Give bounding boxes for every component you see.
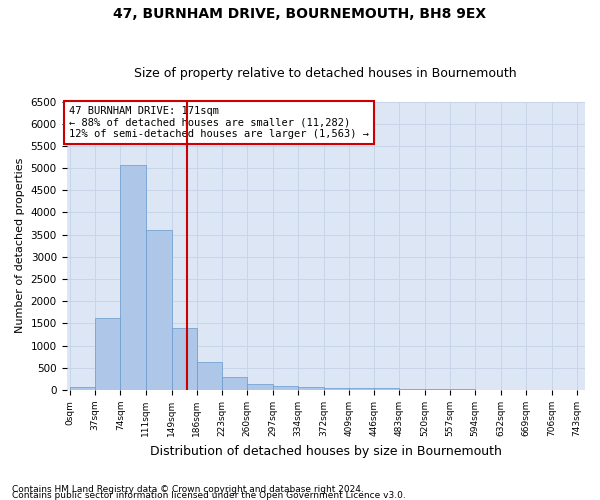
Bar [70, 386, 95, 390]
Bar [324, 388, 349, 390]
Text: 47 BURNHAM DRIVE: 171sqm
← 88% of detached houses are smaller (11,282)
12% of se: 47 BURNHAM DRIVE: 171sqm ← 88% of detach… [69, 106, 369, 139]
Bar [146, 230, 172, 390]
Bar [349, 388, 374, 390]
Bar [272, 386, 298, 390]
Title: Size of property relative to detached houses in Bournemouth: Size of property relative to detached ho… [134, 66, 517, 80]
Bar [197, 362, 222, 390]
Bar [374, 388, 400, 390]
Bar [121, 165, 146, 390]
Text: Contains public sector information licensed under the Open Government Licence v3: Contains public sector information licen… [12, 490, 406, 500]
Bar [425, 389, 450, 390]
Text: 47, BURNHAM DRIVE, BOURNEMOUTH, BH8 9EX: 47, BURNHAM DRIVE, BOURNEMOUTH, BH8 9EX [113, 8, 487, 22]
Bar [95, 318, 121, 390]
Bar [400, 388, 425, 390]
Bar [222, 377, 247, 390]
Text: Contains HM Land Registry data © Crown copyright and database right 2024.: Contains HM Land Registry data © Crown c… [12, 484, 364, 494]
Bar [247, 384, 272, 390]
Y-axis label: Number of detached properties: Number of detached properties [15, 158, 25, 334]
X-axis label: Distribution of detached houses by size in Bournemouth: Distribution of detached houses by size … [150, 444, 502, 458]
Bar [298, 386, 324, 390]
Bar [172, 328, 197, 390]
